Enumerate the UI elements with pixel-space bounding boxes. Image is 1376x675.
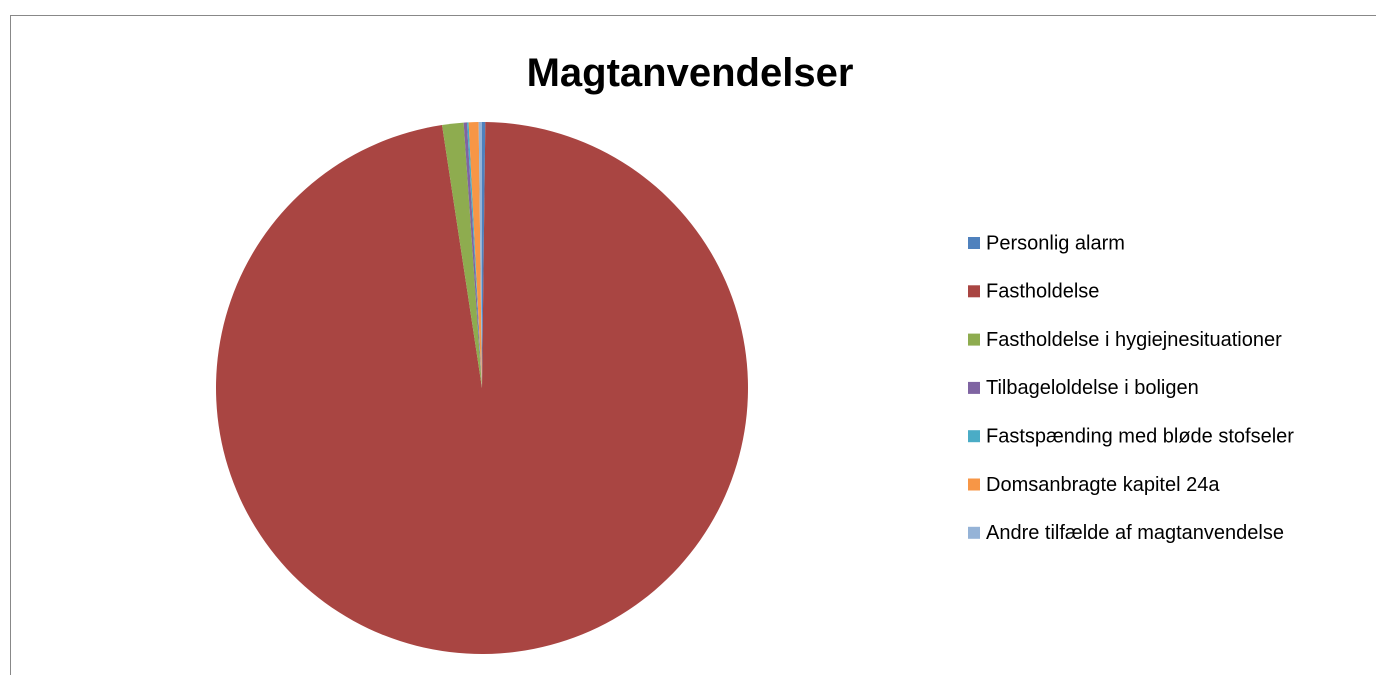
- legend-label: Tilbageloldelse i boligen: [986, 377, 1199, 399]
- pie: [216, 122, 748, 655]
- legend-label: Personlig alarm: [986, 232, 1125, 254]
- pie-slice: [466, 122, 482, 388]
- pie-slice: [442, 122, 482, 388]
- legend-label: Fastholdelse i hygiejnesituationer: [986, 329, 1282, 351]
- legend-swatch: [968, 237, 980, 249]
- legend-swatch: [968, 526, 980, 539]
- legend-label: Fastholdelse: [986, 281, 1099, 303]
- pie-slice: [478, 122, 482, 388]
- chart-title: Magtanvendelser: [527, 51, 854, 95]
- pie-slice: [463, 122, 482, 389]
- legend-swatch: [968, 285, 980, 298]
- legend-swatch: [968, 381, 980, 394]
- pie-slice: [216, 122, 748, 655]
- pie-slice: [468, 122, 482, 389]
- legend: Personlig alarm Fastholdelse Fastholdelse …: [968, 232, 1294, 544]
- legend-label: Andre tilfælde af magtanvendelse: [986, 522, 1284, 544]
- legend-label: Domsanbragte kapitel 24a: [986, 474, 1220, 496]
- legend-swatch: [968, 430, 980, 443]
- legend-swatch: [968, 333, 980, 346]
- pie-slice: [482, 122, 486, 388]
- legend-swatch: [968, 478, 980, 491]
- legend-label: Fastspænding med bløde stofseler: [986, 425, 1294, 447]
